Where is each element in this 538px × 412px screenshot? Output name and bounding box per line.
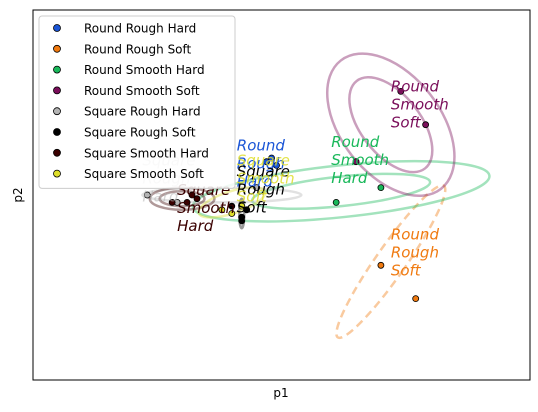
round-rough-soft-point xyxy=(412,295,420,303)
x-axis-label: p1 xyxy=(273,386,288,400)
y-axis-label: p2 xyxy=(11,187,25,202)
legend-label-round-rough-hard: Round Rough Hard xyxy=(84,22,196,36)
square-smooth-soft-ellipse-1 xyxy=(197,186,267,219)
square-rough-hard-point xyxy=(253,184,261,192)
legend-marker-round-smooth-hard xyxy=(53,65,61,74)
round-rough-hard-point xyxy=(268,154,275,162)
point-layer xyxy=(143,88,430,303)
legend-marker-round-smooth-soft xyxy=(53,86,61,95)
square-smooth-soft-point xyxy=(218,206,226,214)
legend-marker-square-smooth-soft xyxy=(53,169,61,178)
legend-marker-round-rough-soft xyxy=(53,44,61,53)
legend-label-round-smooth-soft: Round Smooth Soft xyxy=(84,84,200,98)
round-smooth-soft-point xyxy=(352,158,360,166)
square-rough-soft-point xyxy=(243,206,251,214)
legend-label-square-rough-soft: Square Rough Soft xyxy=(84,126,196,140)
legend-label-square-smooth-soft: Square Smooth Soft xyxy=(84,167,204,181)
square-smooth-soft-point xyxy=(238,202,246,210)
round-rough-soft-point xyxy=(377,261,385,269)
square-smooth-hard-point xyxy=(193,195,201,203)
round-smooth-hard-ellipse-2 xyxy=(191,159,491,223)
square-smooth-hard-point xyxy=(183,198,191,206)
round-smooth-hard-cluster-label: Round Smooth Hard xyxy=(331,133,389,187)
square-rough-soft-cluster-label: Square Rough Soft xyxy=(237,163,290,217)
round-smooth-hard-point xyxy=(377,184,385,192)
legend-marker-square-rough-hard xyxy=(53,107,61,116)
square-smooth-hard-point xyxy=(168,198,176,206)
square-smooth-hard-point xyxy=(188,191,196,199)
round-rough-hard-point xyxy=(263,158,270,166)
round-smooth-hard-ellipse-1 xyxy=(250,172,432,210)
legend: Round Rough Hard Round Rough Soft Round Sm… xyxy=(38,15,236,189)
square-rough-hard-point xyxy=(143,191,151,199)
round-rough-hard-cluster-label: Round Rough Hard xyxy=(237,137,286,191)
round-smooth-soft-cluster-label: Round Smooth Soft xyxy=(391,77,449,131)
round-rough-hard-point xyxy=(273,161,280,169)
square-smooth-hard-cluster-label: Square Smooth Hard xyxy=(177,181,235,235)
plot-frame xyxy=(32,9,531,381)
square-rough-soft-point xyxy=(228,202,236,210)
round-smooth-soft-point xyxy=(397,88,405,95)
square-rough-soft-ellipse-1 xyxy=(238,197,246,230)
square-smooth-hard-ellipse-1 xyxy=(158,190,206,208)
round-rough-soft-ellipse-1 xyxy=(335,184,447,340)
legend-marker-square-smooth-hard xyxy=(53,148,61,157)
legend-marker-square-rough-soft xyxy=(53,128,61,136)
square-rough-soft-point xyxy=(238,217,246,225)
round-smooth-soft-ellipse-1 xyxy=(348,76,434,174)
round-smooth-soft-ellipse-2 xyxy=(325,52,456,198)
square-smooth-soft-point xyxy=(228,210,236,217)
legend-box xyxy=(38,15,236,189)
legend-marker-round-rough-hard xyxy=(53,24,61,32)
legend-label-round-smooth-hard: Round Smooth Hard xyxy=(84,63,205,77)
square-smooth-soft-cluster-label: Square Smooth Soft xyxy=(237,151,295,205)
legend-label-square-smooth-hard: Square Smooth Hard xyxy=(84,146,209,160)
round-rough-soft-cluster-label: Round Rough Soft xyxy=(391,225,440,279)
legend-label-square-rough-hard: Square Rough Hard xyxy=(84,105,201,119)
round-smooth-soft-point xyxy=(422,121,430,129)
round-smooth-hard-point xyxy=(332,198,340,206)
legend-label-round-rough-soft: Round Rough Soft xyxy=(84,42,192,56)
